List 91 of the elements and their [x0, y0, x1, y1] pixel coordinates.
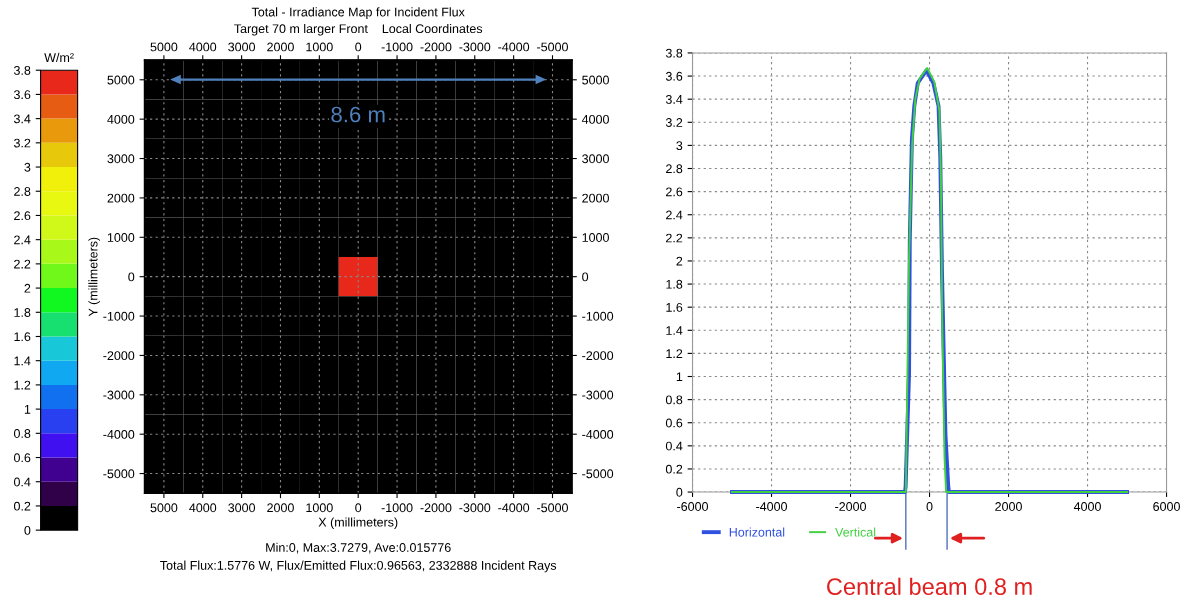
x-tick-label: -4000 — [498, 42, 530, 52]
y-tick-label: 2.2 — [666, 233, 683, 243]
y-tick-label: -5000 — [582, 469, 614, 479]
y-tick-label: -1000 — [582, 311, 614, 321]
y2-tick-label: 5000 — [107, 75, 135, 85]
y-tick-label: 1.8 — [666, 279, 683, 289]
x-tick-label: 3000 — [228, 42, 256, 52]
annotation: 8.6 m — [331, 106, 385, 123]
y-tick-label: 0.4 — [665, 441, 683, 451]
color-bar-label: 3.4 — [13, 114, 31, 124]
x-tick-label: 0 — [926, 502, 933, 511]
y-tick-label: 0 — [582, 272, 589, 282]
text: Central beam 0.8 m — [827, 577, 1032, 595]
color-bar-label: 1 — [24, 405, 31, 414]
text: Total Flux:1.5776 W, Flux/Emitted Flux:0.96563, 2332888 Incident Rays — [160, 560, 557, 573]
color-bar-label: 3.2 — [13, 138, 31, 148]
y-tick-label: 3.4 — [665, 94, 683, 104]
x-tick-label: -2000 — [420, 42, 452, 52]
y-tick-label: 3 — [676, 141, 683, 151]
y-tick-label: 1000 — [582, 233, 609, 242]
y-tick-label: 1 — [676, 372, 683, 382]
y-axis-title: Y (millimeters) — [88, 237, 100, 317]
y-tick-label: 5000 — [582, 75, 609, 85]
y2-tick-label: -1000 — [103, 311, 135, 321]
color-bar-label: 1.4 — [14, 356, 31, 366]
y2-tick-label: 1000 — [107, 233, 135, 242]
y-tick-label: 2.4 — [666, 210, 683, 220]
color-bar-label: 2.6 — [14, 211, 31, 221]
chart-subtitle: Target 70 m larger Front Local Coordinates — [234, 23, 483, 36]
y-tick-label: -3000 — [582, 390, 614, 400]
color-bar-label: 0.2 — [13, 501, 31, 511]
color-bar-label: 0.6 — [13, 453, 31, 463]
y-tick-label: -2000 — [582, 351, 614, 361]
x-tick-label: 0 — [355, 42, 362, 52]
y2-tick-label: -4000 — [103, 429, 135, 439]
y-tick-label: 4000 — [581, 114, 609, 124]
x-tick-label: 4000 — [189, 42, 217, 52]
color-bar-label: 1.6 — [14, 332, 31, 342]
y2-tick-label: -2000 — [103, 351, 135, 361]
y-tick-label: 3.6 — [665, 71, 683, 81]
color-bar-label: 2.2 — [14, 259, 31, 269]
y2-tick-label: -3000 — [103, 390, 135, 400]
color-bar-label: 1.2 — [14, 380, 31, 390]
y-tick-label: 2000 — [582, 193, 609, 203]
color-bar-label: 0.8 — [13, 429, 31, 438]
color-bar-label: 3 — [24, 162, 31, 172]
y-tick-label: -4000 — [582, 429, 614, 439]
x-tick-label: 6000 — [1153, 502, 1180, 511]
color-bar-title: W/m² — [44, 52, 74, 62]
y-tick-label: 0.2 — [665, 464, 683, 474]
x-tick-label: 5000 — [150, 42, 178, 52]
x-tick-label: 4000 — [1073, 502, 1101, 511]
x-tick-label: -4000 — [756, 502, 788, 511]
y2-tick-label: 4000 — [107, 114, 135, 124]
y-tick-label: 0.6 — [665, 418, 683, 428]
color-bar-label: 2 — [24, 283, 31, 293]
y-tick-label: 3.2 — [665, 118, 683, 127]
y2-tick-label: 3000 — [107, 154, 135, 164]
x-tick-label: 2000 — [267, 42, 294, 52]
x-tick-label: -6000 — [677, 502, 709, 511]
color-bar-label: 2.8 — [14, 187, 31, 196]
y2-tick-label: 0 — [128, 272, 135, 282]
y2-tick-label: -5000 — [103, 469, 135, 479]
y-tick-label: 2.6 — [666, 187, 683, 197]
y-tick-label: 3.8 — [665, 48, 683, 58]
x-tick-label: -3000 — [459, 42, 491, 52]
x-tick-label: 1000 — [306, 42, 333, 52]
text: Min:0, Max:3.7279, Ave:0.015776 — [266, 542, 451, 554]
x-tick-label: -2000 — [835, 502, 867, 511]
y-tick-label: 1.2 — [666, 349, 683, 358]
y-tick-label: 2 — [676, 256, 683, 266]
y-tick-label: 3000 — [582, 154, 609, 164]
chart-title: Total - Irradiance Map for Incident Flux — [251, 7, 465, 19]
x-tick-label: 2000 — [995, 502, 1022, 511]
color-bar-label: 0 — [24, 525, 31, 535]
color-bar-label: 1.8 — [14, 308, 31, 317]
color-bar-label: 3.6 — [13, 90, 31, 100]
x-axis-title: X (millimeters) — [318, 517, 398, 530]
color-bar-label: 0.4 — [13, 477, 31, 487]
y-tick-label: 1.6 — [666, 302, 683, 312]
y-tick-label: 0 — [676, 487, 683, 497]
legend-label: Horizontal — [729, 527, 785, 537]
legend-label: Vertical — [835, 527, 876, 537]
y-tick-label: 2.8 — [666, 164, 683, 174]
x-tick-label: -1000 — [381, 42, 413, 52]
y-tick-label: 1.4 — [666, 326, 683, 335]
color-bar-label: 3.8 — [13, 66, 31, 75]
y-tick-label: 0.8 — [665, 395, 683, 405]
x-tick-label: -5000 — [537, 42, 568, 52]
color-bar-label: 2.4 — [14, 235, 31, 245]
y2-tick-label: 2000 — [107, 193, 135, 203]
